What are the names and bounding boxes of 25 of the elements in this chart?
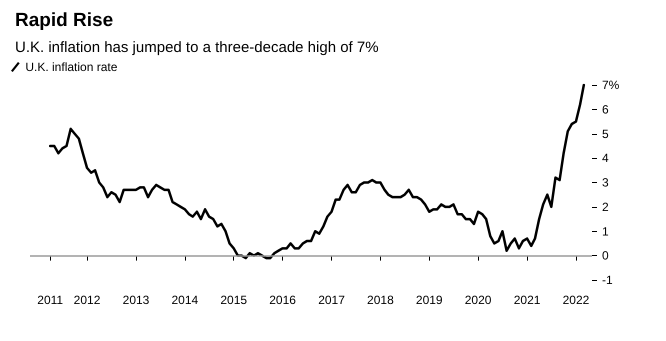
x-tick-label: 2020: [464, 293, 492, 307]
x-tick-label: 2012: [74, 293, 101, 307]
chart-title: Rapid Rise: [15, 10, 114, 31]
x-tick-label: 2021: [514, 293, 541, 307]
x-tick-label: 2011: [37, 293, 64, 307]
x-tick-label: 2013: [122, 293, 150, 307]
y-tick-label: 3: [602, 176, 609, 190]
chart-subtitle: U.K. inflation has jumped to a three-decade high of 7%: [15, 39, 379, 56]
x-tick-label: 2017: [318, 293, 346, 307]
x-tick-label: 2016: [269, 293, 296, 307]
x-tick-label: 2018: [367, 293, 394, 307]
y-tick-label: 6: [602, 102, 609, 116]
y-tick-label: -1: [602, 273, 613, 287]
legend-label: U.K. inflation rate: [25, 60, 118, 74]
y-tick-label: 4: [602, 151, 609, 166]
line-series: [48, 84, 586, 260]
y-tick-label: 2: [602, 200, 609, 214]
y-tick-label: 5: [602, 126, 609, 141]
y-tick-label: 0: [602, 248, 609, 263]
y-tick-label: 7%: [602, 78, 620, 92]
x-tick-label: 2019: [416, 293, 443, 307]
y-tick-label: 1: [602, 224, 609, 238]
x-tick-label: 2022: [562, 293, 590, 307]
x-tick-label: 2015: [220, 293, 248, 307]
x-tick-label: 2014: [172, 293, 199, 307]
